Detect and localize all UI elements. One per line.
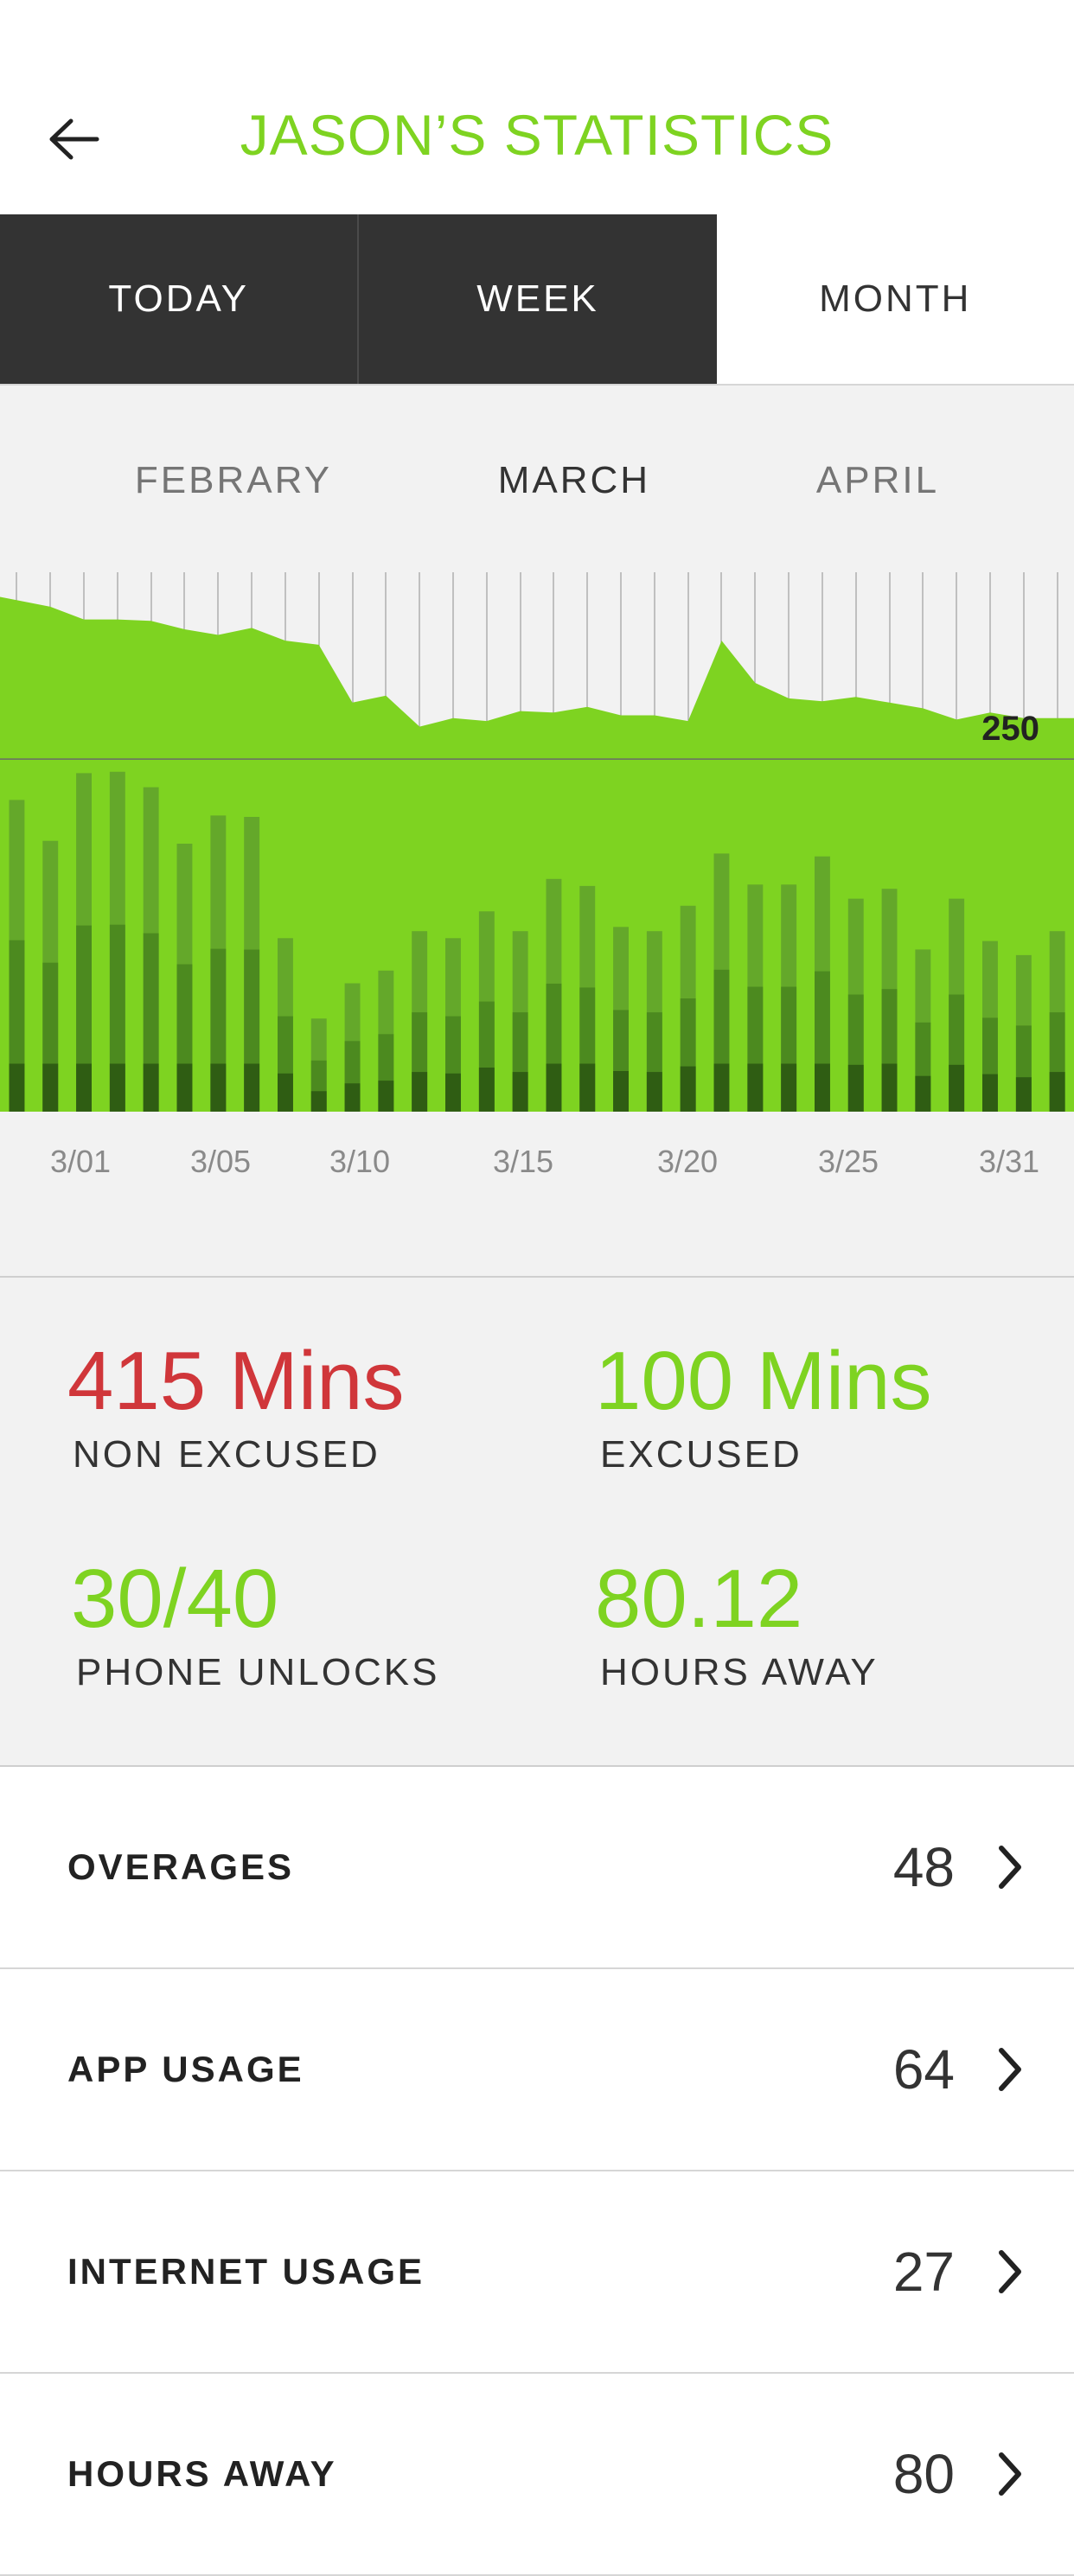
x-tick-label: 3/25 [818,1144,879,1179]
detail-list: OVERAGES 48 APP USAGE 64 INTERNET USAGE … [0,1767,1074,2576]
app-header: JASON’S STATISTICS [0,0,1074,214]
x-tick-label: 3/01 [50,1144,111,1179]
row-hours-away[interactable]: HOURS AWAY 80 [0,2374,1074,2576]
month-selector: FEBRARY MARCH APRIL [0,386,1074,576]
x-tick-label: 3/05 [190,1144,251,1179]
bar-segment [412,1072,428,1112]
bar-segment [244,1063,260,1112]
bar-segment [949,1064,965,1112]
tab-today[interactable]: TODAY [0,214,358,384]
stat-phone-unlocks: 30/40 PHONE UNLOCKS [71,1556,439,1694]
tab-month[interactable]: MONTH [716,214,1074,384]
stat-non-excused: 415 Mins NON EXCUSED [67,1338,405,1476]
bar-segment [176,1063,193,1112]
chevron-right-icon [999,2452,1021,2496]
stat-hours-away-label: HOURS AWAY [600,1651,879,1693]
bar-segment [680,1066,696,1112]
bar-segment [781,1063,797,1112]
stat-excused: 100 Mins EXCUSED [595,1338,932,1476]
stat-excused-label: EXCUSED [600,1433,802,1476]
bar-segment [9,1063,25,1112]
row-label: OVERAGES [67,1846,295,1887]
row-value: 48 [892,1836,955,1898]
reference-line-label: 250 [981,710,1039,748]
x-tick-label: 3/31 [979,1144,1039,1179]
period-tabs: TODAY WEEK MONTH [0,214,1074,386]
x-tick-label: 3/10 [329,1144,390,1179]
bar-segment [143,1063,159,1112]
bar-segment [613,1071,629,1112]
month-march[interactable]: MARCH [497,459,651,501]
bar-segment [747,1063,764,1112]
row-label: APP USAGE [67,2049,304,2089]
bar-segment [378,1081,394,1112]
usage-chart: 250 3/01 3/05 3/10 3/15 3/20 3/25 3/31 [0,572,1074,1179]
bar-segment [713,1063,730,1112]
bar-segment [546,1063,562,1112]
bar-segment [210,1063,227,1112]
row-value: 80 [892,2443,955,2505]
arrow-left-icon[interactable] [48,118,100,161]
bar-segment [982,1074,998,1112]
area-series [0,596,1074,1112]
bar-segment [310,1091,327,1112]
bar-segment [278,1073,293,1112]
row-label: HOURS AWAY [67,2453,337,2494]
row-value: 64 [892,2038,955,2101]
stat-phone-unlocks-label: PHONE UNLOCKS [76,1651,440,1693]
chevron-right-icon [999,2048,1021,2091]
x-tick-label: 3/15 [493,1144,553,1179]
bar-segment [847,1064,864,1112]
bar-segment [579,1063,596,1112]
bar-segment [1049,1072,1065,1112]
bar-segment [76,1063,92,1112]
stat-non-excused-value: 415 Mins [67,1335,405,1427]
bar-segment [445,1073,461,1112]
month-april[interactable]: APRIL [815,459,940,501]
stat-phone-unlocks-value: 30/40 [71,1553,279,1645]
chevron-right-icon [999,2250,1021,2293]
bar-segment [512,1072,528,1112]
stat-hours-away-value: 80.12 [595,1553,803,1645]
bar-segment [646,1072,662,1112]
bar-segment [344,1083,361,1112]
stat-excused-value: 100 Mins [595,1335,932,1427]
x-tick-label: 3/20 [657,1144,718,1179]
stat-hours-away: 80.12 HOURS AWAY [595,1556,879,1694]
bar-segment [815,1063,830,1112]
row-overages[interactable]: OVERAGES 48 [0,1767,1074,1969]
bar-segment [478,1068,495,1112]
row-label: INTERNET USAGE [67,2251,425,2292]
bar-segment [42,1063,59,1112]
page-title: JASON’S STATISTICS [240,103,834,167]
chevron-right-icon [999,1846,1021,1889]
row-internet-usage[interactable]: INTERNET USAGE 27 [0,2171,1074,2374]
month-february[interactable]: FEBRARY [134,459,332,501]
tab-week[interactable]: WEEK [357,214,717,384]
bar-segment [109,1063,125,1112]
stats-panel: 415 Mins NON EXCUSED 100 Mins EXCUSED 30… [0,1278,1074,1767]
bar-segment [1015,1077,1032,1112]
row-app-usage[interactable]: APP USAGE 64 [0,1969,1074,2171]
row-value: 27 [892,2241,955,2303]
stat-non-excused-label: NON EXCUSED [73,1433,380,1476]
chart-panel: FEBRARY MARCH APRIL 250 3/01 3/05 3/10 3/15 3… [0,386,1074,1278]
bar-segment [881,1063,898,1112]
bar-segment [915,1075,931,1112]
